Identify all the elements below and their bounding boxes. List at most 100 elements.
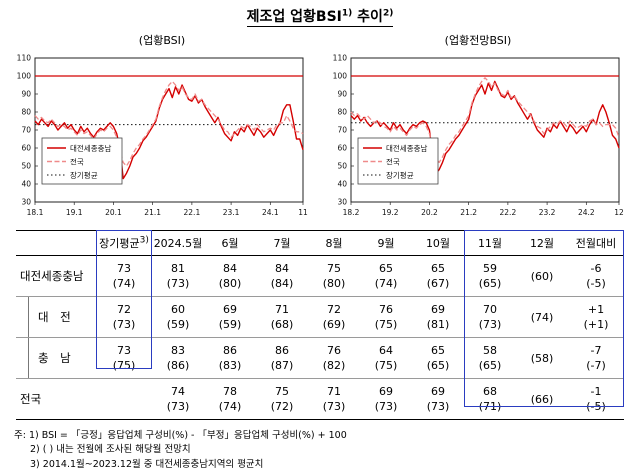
column-header: 12월 [516,230,568,256]
column-header: 10월 [412,230,464,256]
table-cell: (66) [516,378,568,420]
table-cell: +1 (+1) [568,296,624,338]
table-corner-cell [16,230,96,256]
svg-text:100: 100 [333,72,348,81]
table-cell: 64 (75) [360,337,412,379]
row-label: 대전세종충남 [20,269,84,283]
y-axis-labels: 30 40 50 60 70 80 90 100 110 [333,54,354,207]
svg-text:110: 110 [17,54,32,63]
table-cell: 58 (65) [464,337,516,379]
series-line-daejeon-sejong-chungnam [350,80,620,174]
table-cell: 86 (83) [204,337,256,379]
x-axis-labels: 18.1 19.1 20.1 21.1 22.1 23.1 24.1 11 [27,202,308,217]
svg-text:90: 90 [337,90,347,99]
table-cell: (74) [516,296,568,338]
table-cell: 60 (59) [152,296,204,338]
table-cell: 71 (73) [308,378,360,420]
svg-text:30: 30 [21,198,31,207]
row-label: 대 전 [16,296,96,338]
page-title: 제조업 업황BSI1) 추이2) [0,0,640,27]
row-label: 전국 [16,378,96,420]
table-cell: 69 (59) [204,296,256,338]
table-cell: -1 (-5) [568,378,624,420]
svg-text:80: 80 [337,108,347,117]
table-cell: 65 (74) [374,262,398,290]
table-cell: 83 (86) [152,337,204,379]
svg-text:30: 30 [337,198,347,207]
chart-panel-bsi: (업황BSI) 30 40 50 60 70 80 90 100 110 18.1 19.1 20.1… [4,28,320,218]
bsi-table-header-row: 장기평균3) 2024.5월 6월 7월 8월 9월 10월 11월 12월 전월대비 [16,230,624,256]
table-row: 충 남 73 (75) 83 (86) 86 (83) 86 (87) 76 (82) 64 (75) 6… [16,337,624,379]
table-cell: 69 (81) [412,296,464,338]
svg-text:19.2: 19.2 [382,208,399,217]
svg-text:장기평균: 장기평균 [386,170,414,180]
plot-border [34,57,304,203]
footnotes: 주: 1) BSI = 「긍정」응답업체 구성비(%) - 「부정」응답업체 구… [14,429,640,471]
plot-border [350,57,620,203]
svg-text:21.1: 21.1 [144,208,161,217]
svg-text:대전세종충남: 대전세종충남 [386,143,427,153]
row-label: 충 남 [16,337,96,379]
column-header: 장기평균3) [96,230,152,256]
svg-text:22.1: 22.1 [184,208,201,217]
table-cell: 74 (73) [152,378,204,420]
svg-text:23.1: 23.1 [223,208,240,217]
svg-text:20.2: 20.2 [421,208,438,217]
column-header: 2024.5월 [152,230,204,256]
table-cell: (60) [530,269,554,283]
svg-text:19.1: 19.1 [66,208,83,217]
footnote-line-3: 3) 2014.1월~2023.12월 중 대전세종충남지역의 평균치 [30,458,264,470]
table-cell: 84 (80) [218,262,242,290]
svg-text:장기평균: 장기평균 [70,170,98,180]
series-line-nationwide [34,80,304,167]
svg-text:70: 70 [21,126,31,135]
table-cell: 73 (74) [112,262,136,290]
table-cell: 75 (72) [256,378,308,420]
svg-text:24.1: 24.1 [262,208,279,217]
bsi-table: 장기평균3) 2024.5월 6월 7월 8월 9월 10월 11월 12월 전월대비 대전세종충… [16,230,624,420]
table-cell: 78 (74) [204,378,256,420]
svg-text:90: 90 [21,90,31,99]
chart-subtitle-outlook-bsi: (업황전망BSI) [444,34,512,47]
svg-text:11: 11 [298,208,308,217]
charts-row: (업황BSI) 30 40 50 60 70 80 90 100 110 18.1 19.1 20.1… [0,28,640,218]
series-line-nationwide [350,77,620,164]
column-header: 6월 [204,230,256,256]
table-cell: 84 (84) [270,262,294,290]
table-cell: 69 (73) [412,378,464,420]
table-cell: 69 (73) [360,378,412,420]
table-cell: 81 (73) [166,262,190,290]
bsi-table-body: 대전세종충남 73 (74) 81 (73) 84 (80) 84 (84) 75 (80) 65 (7… [16,256,624,420]
table-cell: 65 (67) [426,262,450,290]
table-row: 대전세종충남 73 (74) 81 (73) 84 (80) 84 (84) 75 (80) 65 (7… [16,256,624,297]
column-header: 9월 [360,230,412,256]
svg-text:40: 40 [337,180,347,189]
table-cell: 76 (82) [308,337,360,379]
column-header: 8월 [308,230,360,256]
table-cell: 76 (75) [360,296,412,338]
table-cell: 59 (65) [478,262,502,290]
table-row: 대 전 72 (73) 60 (59) 69 (59) 71 (68) 72 (69) 76 (75) 6… [16,296,624,338]
table-cell: 86 (87) [256,337,308,379]
table-cell: 72 (69) [308,296,360,338]
svg-text:18.1: 18.1 [27,208,44,217]
svg-text:80: 80 [21,108,31,117]
footnote-line-2: 2) ( ) 내는 전월에 조사된 해당월 전망치 [30,444,191,456]
table-cell: -7 (-7) [568,337,624,379]
chart-panel-outlook-bsi: (업황전망BSI) 30 40 50 60 70 80 90 100 110 18.2 19.2 20… [320,28,636,218]
svg-text:100: 100 [17,72,32,81]
svg-text:50: 50 [21,162,31,171]
svg-text:전국: 전국 [70,156,84,166]
series-line-daejeon-sejong-chungnam [34,84,304,180]
column-header: 11월 [464,230,516,256]
svg-text:60: 60 [21,144,31,153]
svg-text:22.2: 22.2 [500,208,517,217]
table-cell: 71 (68) [256,296,308,338]
svg-text:40: 40 [21,180,31,189]
svg-text:전국: 전국 [386,156,400,166]
title-underline: 제조업 업황BSI1) 추이2) [246,8,394,27]
table-cell: 70 (73) [464,296,516,338]
svg-text:50: 50 [337,162,347,171]
